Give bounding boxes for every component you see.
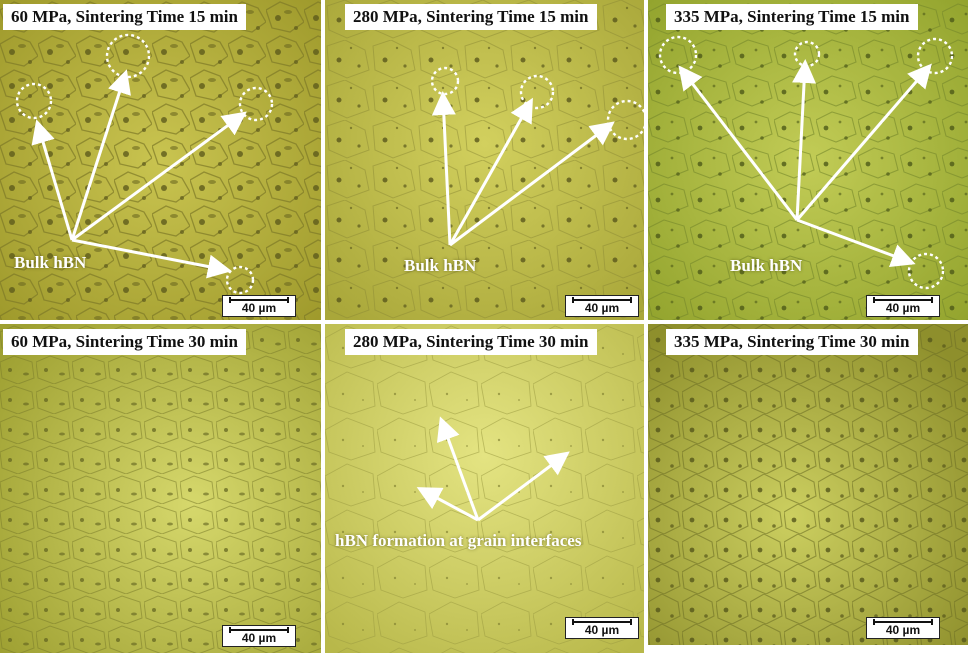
scale-bar-line — [873, 297, 933, 303]
micrograph-image-6 — [648, 324, 968, 645]
panel-title: 60 MPa, Sintering Time 30 min — [3, 329, 246, 355]
scale-bar: 40 µm — [565, 617, 639, 639]
scale-bar-line — [229, 627, 289, 633]
micrograph-image-5 — [325, 324, 644, 653]
micrograph-panel-4: 60 MPa, Sintering Time 30 min 40 µm — [0, 324, 321, 653]
panel-title: 280 MPa, Sintering Time 15 min — [345, 4, 597, 30]
micrograph-panel-5: 280 MPa, Sintering Time 30 min 40 µm — [325, 324, 644, 653]
scale-bar: 40 µm — [866, 617, 940, 639]
annotation-label: Bulk hBN — [14, 253, 87, 272]
scale-bar: 40 µm — [866, 295, 940, 317]
scale-bar: 40 µm — [222, 625, 296, 647]
scale-bar-label: 40 µm — [241, 301, 277, 315]
annotation-label: hBN formation at grain interfaces — [335, 531, 582, 550]
scale-bar-label: 40 µm — [584, 623, 620, 637]
scale-bar-label: 40 µm — [241, 631, 277, 645]
scale-bar: 40 µm — [565, 295, 639, 317]
scale-bar-line — [873, 619, 933, 625]
micrograph-image-2 — [325, 0, 644, 320]
micrograph-panel-3: 335 MPa, Sintering Time 15 min 40 µm — [648, 0, 968, 320]
scale-bar-line — [572, 619, 632, 625]
micrograph-image-3 — [648, 0, 968, 320]
annotation-label: Bulk hBN — [730, 256, 803, 275]
panel-title: 280 MPa, Sintering Time 30 min — [345, 329, 597, 355]
scale-bar-line — [229, 297, 289, 303]
panel-title: 335 MPa, Sintering Time 15 min — [666, 4, 918, 30]
micrograph-image-4 — [0, 324, 321, 653]
panel-title: 335 MPa, Sintering Time 30 min — [666, 329, 918, 355]
micrograph-panel-2: 280 MPa, Sintering Time 15 min 40 µm — [325, 0, 644, 320]
micrograph-panel-6: 335 MPa, Sintering Time 30 min 40 µm — [648, 324, 968, 645]
scale-bar: 40 µm — [222, 295, 296, 317]
panel-title: 60 MPa, Sintering Time 15 min — [3, 4, 246, 30]
scale-bar-label: 40 µm — [885, 623, 921, 637]
scale-bar-label: 40 µm — [584, 301, 620, 315]
annotation-label: Bulk hBN — [404, 256, 477, 275]
scale-bar-line — [572, 297, 632, 303]
scale-bar-label: 40 µm — [885, 301, 921, 315]
